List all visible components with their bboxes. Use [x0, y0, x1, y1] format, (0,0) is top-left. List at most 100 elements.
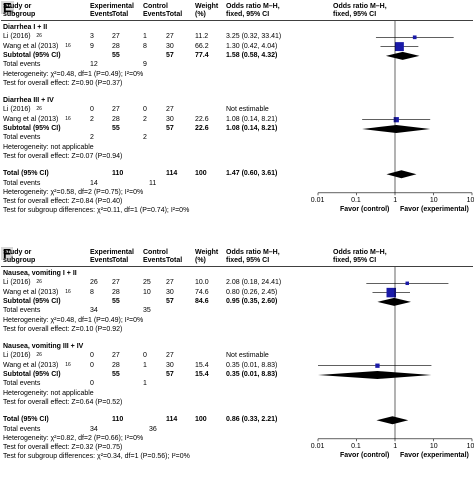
ctl-events: 10 — [143, 288, 151, 296]
total-events-ctl: 36 — [149, 425, 157, 433]
study-name: Li (2016) — [3, 106, 31, 114]
study-name: Li (2016) — [3, 33, 31, 41]
study-reference: 26 — [36, 106, 42, 113]
ctl-events: 2 — [143, 115, 147, 123]
x-tick-label: 0.1 — [351, 196, 361, 204]
subtotal-exp-total: 55 — [112, 51, 120, 59]
header-or-plot-method: fixed, 95% CI — [333, 257, 377, 264]
forest-plot-svg — [1, 20, 473, 196]
study-reference: 26 — [36, 33, 42, 40]
study-reference: 16 — [65, 361, 71, 368]
header-study: Study or — [3, 3, 32, 10]
exp-total: 28 — [112, 288, 120, 296]
subtotal-label: Subtotal (95% CI) — [3, 297, 61, 305]
total-events-label: Total events — [3, 61, 41, 69]
x-tick-label: 1 — [393, 442, 398, 450]
x-tick-label: 0.1 — [351, 442, 361, 450]
subtotal-exp-total: 55 — [112, 371, 120, 378]
subtotal-label: Subtotal (95% CI) — [3, 51, 61, 59]
exp-total: 28 — [112, 115, 120, 123]
total-ctl-total: 114 — [166, 170, 178, 178]
footer-stat: Heterogeneity: χ²=0.82, df=2 (P=0.66); I… — [3, 434, 144, 442]
overall-effect-text: Test for overall effect: Z=0.64 (P=0.52) — [3, 398, 123, 406]
footer-stat: Test for overall effect: Z=0.32 (P=0.75) — [3, 444, 123, 452]
ctl-events: 0 — [143, 352, 147, 360]
subtotal-or: 0.95 (0.35, 2.60) — [226, 297, 278, 305]
footer-stat: Test for subgroup differences: χ²=0.11, … — [3, 207, 190, 215]
x-tick-label: 10 — [429, 196, 438, 204]
exp-total: 28 — [112, 42, 120, 50]
subtotal-diamond — [318, 371, 432, 379]
ctl-total: 30 — [166, 361, 174, 369]
subtotal-or: 0.35 (0.01, 8.83) — [226, 371, 278, 378]
total-diamond — [376, 416, 409, 425]
total-events-label: Total events — [3, 307, 41, 315]
header-ctl-events: Events — [143, 11, 166, 18]
header-weight: Weight — [195, 3, 219, 10]
exp-events: 0 — [90, 361, 94, 369]
exp-total: 28 — [112, 361, 120, 369]
subtotal-weight: 77.4 — [195, 51, 209, 59]
header-study: Study or — [3, 249, 32, 256]
header-or-method: fixed, 95% CI — [226, 257, 270, 264]
ctl-events: 25 — [143, 279, 151, 287]
header-exp-total: Total — [112, 257, 129, 264]
header-or-plot: Odds ratio M–H, — [333, 249, 387, 256]
header-or-plot-method: fixed, 95% CI — [333, 11, 377, 18]
study-point — [412, 35, 417, 40]
exp-events: 2 — [90, 115, 94, 123]
total-events-ctl: 2 — [143, 134, 147, 142]
exp-events: 0 — [90, 352, 94, 360]
x-tick-label: 1 — [393, 196, 398, 204]
total-events-exp: 34 — [90, 425, 98, 433]
total-events-label: Total events — [3, 134, 41, 142]
header-subgroup: subgroup — [3, 257, 36, 264]
subtotal-diamond — [377, 297, 411, 306]
subtotal-diamond — [385, 51, 420, 60]
header-ctl-events: Events — [143, 257, 166, 264]
total-events-label: Total events — [3, 380, 41, 388]
total-events-ctl: 1 — [143, 380, 147, 388]
header-or-plot: Odds ratio M–H, — [333, 3, 387, 10]
subtotal-label: Subtotal (95% CI) — [3, 371, 61, 378]
header-weight-unit: (%) — [195, 11, 206, 18]
study-name: Li (2016) — [3, 352, 31, 360]
exp-events: 8 — [90, 288, 94, 296]
total-or: 0.86 (0.33, 2.21) — [226, 416, 278, 424]
header-exp-events: Events — [90, 257, 113, 264]
study-weight: 10.0 — [195, 279, 209, 287]
total-label: Total (95% CI) — [3, 416, 49, 424]
ctl-total: 27 — [166, 33, 174, 41]
header-subgroup: subgroup — [3, 11, 36, 18]
total-exp-total: 110 — [112, 170, 124, 178]
footer-stat: Test for subgroup differences: χ²=0.34, … — [3, 453, 190, 461]
exp-events: 9 — [90, 42, 94, 50]
ctl-events: 1 — [143, 361, 147, 369]
study-reference: 26 — [36, 279, 42, 286]
study-weight: 15.4 — [195, 361, 209, 369]
panel-letter: F — [1, 246, 13, 261]
heterogeneity-text: Heterogeneity: not applicable — [3, 389, 94, 397]
subtotal-weight: 84.6 — [195, 297, 209, 305]
subtotal-weight: 15.4 — [195, 371, 209, 378]
study-or: 3.25 (0.32, 33.41) — [226, 33, 282, 41]
study-point — [405, 281, 409, 286]
header-exp-total: Total — [112, 11, 129, 18]
study-reference: 16 — [65, 42, 71, 49]
ctl-total: 30 — [166, 115, 174, 123]
total-weight: 100 — [195, 416, 207, 424]
subtotal-or: 1.08 (0.14, 8.21) — [226, 125, 278, 132]
subtotal-weight: 22.6 — [195, 125, 209, 132]
total-events-label: Total events — [3, 425, 41, 433]
x-tick-label: 0.01 — [310, 196, 325, 204]
header-ctl-total: Total — [166, 257, 183, 264]
heterogeneity-text: Heterogeneity: χ²=0.48, df=1 (P=0.49); I… — [3, 70, 144, 78]
total-events-exp: 14 — [90, 179, 98, 187]
overall-effect-text: Test for overall effect: Z=0.90 (P=0.37) — [3, 79, 123, 87]
x-tick-label: 10 — [429, 442, 438, 450]
favor-control-label: Favor (control) — [340, 451, 390, 459]
x-tick-label: 100 — [466, 442, 474, 450]
total-events-exp: 12 — [90, 61, 98, 69]
study-or: 0.80 (0.26, 2.45) — [226, 288, 278, 296]
exp-total: 27 — [112, 33, 120, 41]
